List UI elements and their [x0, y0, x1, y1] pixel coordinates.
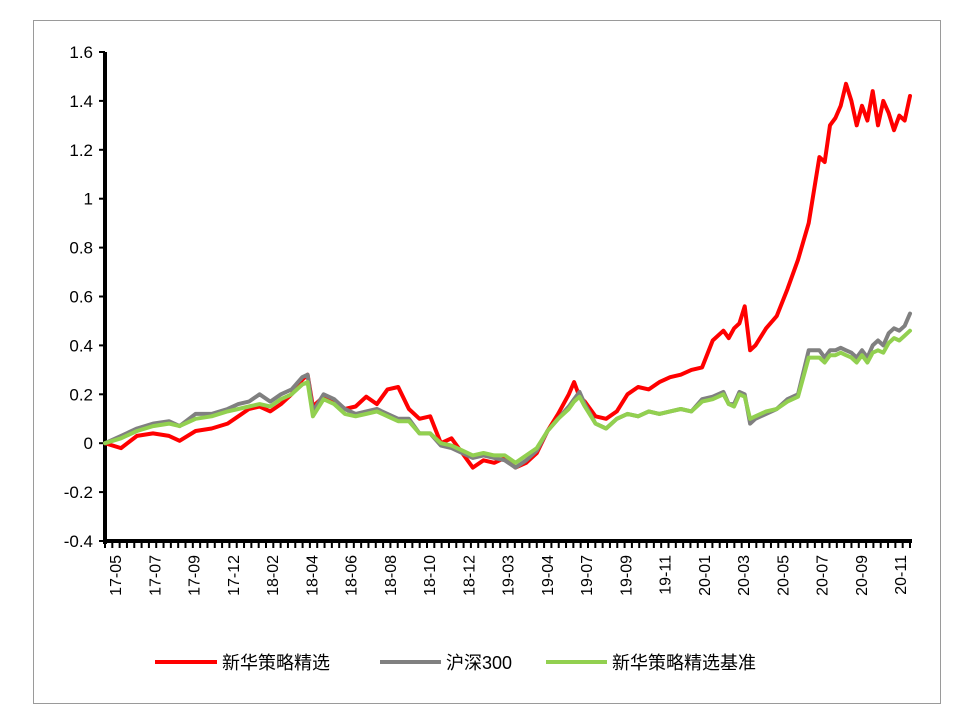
- x-tick-label: 20-05: [775, 555, 792, 596]
- x-tick-label: 18-04: [304, 555, 321, 596]
- x-tick-label: 18-10: [422, 555, 439, 596]
- y-tick-label: 0: [84, 434, 93, 453]
- x-tick-label: 20-09: [854, 555, 871, 596]
- series-line-1: [103, 311, 912, 470]
- y-tick-label: 0.4: [69, 336, 93, 355]
- series-line-2: [103, 328, 912, 465]
- x-tick-label: 18-06: [344, 555, 361, 596]
- y-tick-label: 1: [84, 190, 93, 209]
- y-tick-label: 1.2: [69, 141, 93, 160]
- x-tick-label: 18-08: [383, 555, 400, 596]
- legend-label-1: 沪深300: [446, 653, 512, 673]
- x-tick-label: 17-05: [108, 555, 125, 596]
- x-tick-label: 19-04: [540, 555, 557, 596]
- y-axis: -0.4 -0.2 0 0.2 0.4 0.6 0.8 1 1.2 1.4 1.6: [64, 43, 107, 551]
- x-tick-label: 17-09: [187, 555, 204, 596]
- y-tick-label: 0.6: [69, 288, 93, 307]
- y-tick-label: -0.2: [64, 483, 93, 502]
- x-tick-label: 19-03: [501, 555, 518, 596]
- y-tick-label: 1.6: [69, 43, 93, 62]
- y-tick-label: 0.8: [69, 239, 93, 258]
- x-tick-label: 19-09: [618, 555, 635, 596]
- y-tick-label: -0.4: [64, 532, 93, 551]
- x-axis: 17-05 17-07 17-09 17-12 18-02 18-04 18-06 18-08…: [103, 539, 912, 596]
- y-tick-label: 1.4: [69, 92, 93, 111]
- y-tick-label: 0.2: [69, 385, 93, 404]
- x-tick-label: 19-11: [658, 555, 675, 595]
- legend-label-2: 新华策略精选基准: [612, 653, 756, 673]
- x-tick-label: 17-12: [226, 555, 243, 596]
- x-tick-label: 20-03: [736, 555, 753, 596]
- legend-label-0: 新华策略精选: [222, 653, 330, 673]
- x-tick-label: 20-01: [697, 555, 714, 596]
- x-tick-label: 20-07: [815, 555, 832, 596]
- x-tick-label: 20-11: [893, 555, 910, 595]
- x-tick-label: 17-07: [147, 555, 164, 596]
- x-tick-label: 18-02: [265, 555, 282, 596]
- x-tick-label: 19-07: [579, 555, 596, 596]
- chart-frame: [33, 20, 941, 704]
- x-tick-label: 18-12: [461, 555, 478, 596]
- legend: 新华策略精选 沪深300 新华策略精选基准: [155, 653, 756, 673]
- series-lines: [103, 81, 912, 470]
